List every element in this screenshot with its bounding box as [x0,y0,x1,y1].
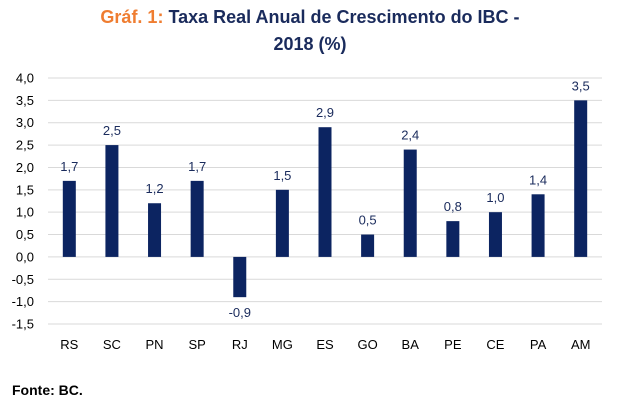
data-label-mg: 1,5 [273,168,291,183]
x-tick-label-sp: SP [188,337,205,352]
x-tick-label-pn: PN [146,337,164,352]
bar-rs [62,180,76,257]
y-tick-label: 4,0 [16,71,34,86]
y-tick-label: 2,0 [16,160,34,175]
data-label-ba: 2,4 [401,128,419,143]
data-label-rj: -0,9 [229,305,251,320]
y-tick-label: -1,5 [12,317,34,332]
bar-rj [233,256,247,298]
chart-title: Gráf. 1: Taxa Real Anual de Crescimento … [0,4,620,58]
data-label-sc: 2,5 [103,123,121,138]
bar-sc [105,145,119,257]
title-line-2: 2018 (%) [273,34,347,54]
y-tick-label: 3,5 [16,93,34,108]
x-tick-label-ba: BA [402,337,420,352]
title-line-1: Taxa Real Anual de Crescimento do IBC - [168,7,520,27]
bar-am [574,100,588,257]
y-tick-label: 0,5 [16,227,34,242]
bar-es [318,127,332,257]
y-tick-label: 1,5 [16,182,34,197]
y-axis-ticks: 4,0 3,5 3,0 2,5 2,0 1,5 1,0 0,5 0,0 -0,5 -1,0 -1,5 [12,71,34,332]
bars [62,100,588,298]
data-label-pn: 1,2 [145,181,163,196]
x-tick-label-rj: RJ [232,337,248,352]
bar-ba [403,149,417,257]
y-tick-label: -1,0 [12,294,34,309]
bar-pn [148,203,162,257]
x-tick-label-pa: PA [530,337,547,352]
x-tick-label-mg: MG [272,337,293,352]
x-tick-label-sc: SC [103,337,121,352]
data-label-sp: 1,7 [188,159,206,174]
bar-pe [446,221,460,257]
x-tick-label-es: ES [316,337,334,352]
title-prefix: Gráf. 1: [100,7,164,27]
bar-mg [275,189,289,257]
x-axis-ticks: RS SC PN SP RJ MG ES GO BA PE CE PA AM [60,337,590,352]
x-tick-label-pe: PE [444,337,462,352]
x-tick-label-ce: CE [486,337,504,352]
bar-ce [488,212,502,257]
data-label-es: 2,9 [316,105,334,120]
y-tick-label: 2,5 [16,138,34,153]
data-label-am: 3,5 [572,78,590,93]
data-labels: 1,7 2,5 1,2 1,7 -0,9 1,5 2,9 0,5 2,4 0,8 1,0 1,4 3,5 [60,78,589,320]
y-tick-label: 0,0 [16,249,34,264]
y-tick-label: -0,5 [12,272,34,287]
x-tick-label-rs: RS [60,337,78,352]
bar-sp [190,180,204,257]
data-label-go: 0,5 [359,213,377,228]
y-tick-label: 1,0 [16,205,34,220]
y-tick-label: 3,0 [16,115,34,130]
data-label-pe: 0,8 [444,199,462,214]
data-label-pa: 1,4 [529,172,547,187]
data-label-ce: 1,0 [486,190,504,205]
x-tick-label-am: AM [571,337,591,352]
data-label-rs: 1,7 [60,159,78,174]
source-note: Fonte: BC. [12,382,83,398]
bar-go [361,234,375,257]
bar-pa [531,194,545,257]
x-tick-label-go: GO [357,337,377,352]
